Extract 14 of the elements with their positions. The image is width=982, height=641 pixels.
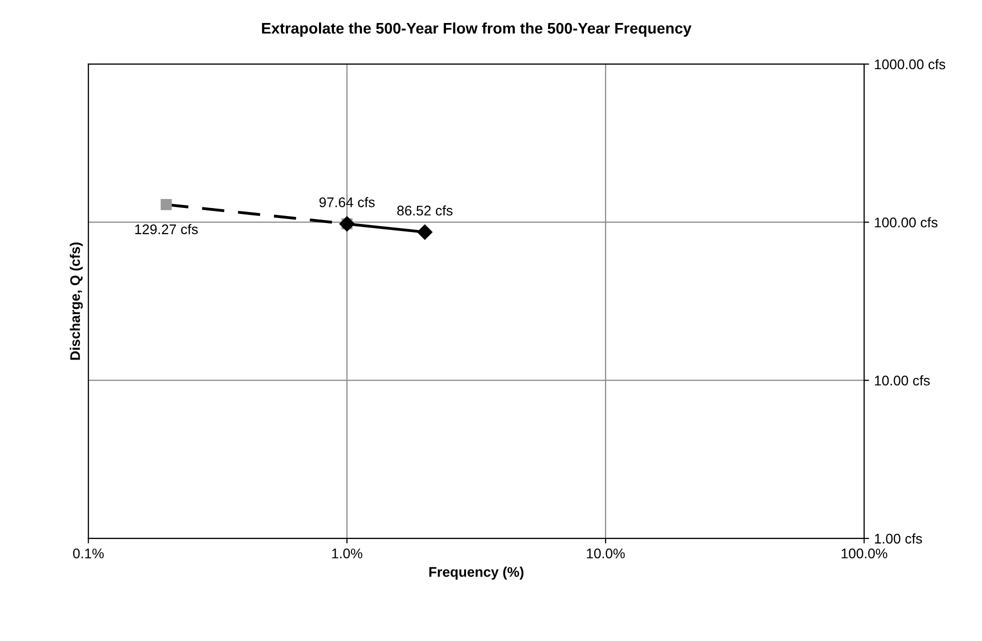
x-axis-title: Frequency (%) xyxy=(429,566,524,580)
x-tick-label: 1.0% xyxy=(332,548,362,558)
y-tick-label: 1.00 cfs xyxy=(874,533,922,544)
chart-title: Extrapolate the 500-Year Flow from the 500-Year Frequency xyxy=(262,22,692,37)
x-tick-label: 10.0% xyxy=(586,548,625,558)
y-axis-title: Discharge, Q (cfs) xyxy=(70,242,83,360)
y-tick-label: 100.00 cfs xyxy=(874,217,938,228)
data-label: 86.52 cfs xyxy=(397,205,452,216)
y-tick-label: 10.00 cfs xyxy=(874,375,930,386)
data-label: 129.27 cfs xyxy=(135,224,198,234)
x-tick-label: 100.0% xyxy=(842,548,888,558)
data-label: 97.64 cfs xyxy=(319,197,375,208)
x-tick-label: 0.1% xyxy=(73,548,104,558)
y-tick-label: 1000.00 cfs xyxy=(874,59,946,70)
